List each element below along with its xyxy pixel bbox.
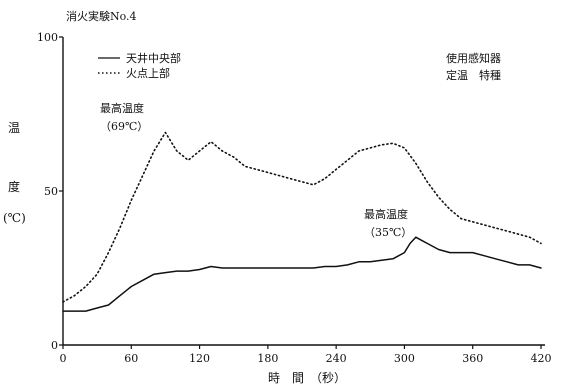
y-axis-label-2: 度 — [8, 179, 20, 194]
y-ticks: 0 50 100 — [37, 31, 63, 352]
y-axis-label-3: (℃) — [3, 211, 26, 225]
detector-note-line-1: 使用感知器 — [446, 51, 501, 65]
legend-label-above-fire: 火点上部 — [126, 66, 170, 80]
x-tick-label: 420 — [531, 352, 552, 365]
peak-annotation-2-line-2: （35℃） — [364, 226, 412, 239]
x-tick-label: 240 — [326, 352, 347, 365]
peak-annotation-1-line-2: （69℃） — [100, 120, 148, 133]
x-ticks: 0 60 120 180 240 300 360 420 — [60, 345, 552, 365]
legend-label-ceiling-center: 天井中央部 — [126, 51, 181, 65]
legend: 天井中央部 火点上部 — [98, 51, 181, 80]
series-layer — [62, 131, 542, 312]
x-tick-label: 120 — [189, 352, 210, 365]
y-axis-label-1: 温 — [8, 121, 20, 135]
peak-annotation-2-line-1: 最高温度 — [364, 207, 408, 221]
x-tick-label: 0 — [60, 352, 67, 365]
x-tick-label: 360 — [462, 352, 483, 365]
chart-title: 消火実験No.4 — [66, 9, 137, 23]
x-axis-label: 時 間 （秒） — [268, 371, 346, 385]
y-tick-label: 100 — [37, 31, 58, 44]
series-line-2 — [62, 131, 542, 303]
x-tick-label: 60 — [124, 352, 138, 365]
x-tick-label: 180 — [257, 352, 278, 365]
series-line-1 — [62, 236, 542, 312]
x-tick-label: 300 — [394, 352, 415, 365]
peak-annotation-1-line-1: 最高温度 — [100, 101, 144, 115]
y-tick-label: 50 — [44, 185, 58, 198]
y-tick-label: 0 — [51, 339, 58, 352]
detector-note-line-2: 定温 特種 — [446, 68, 501, 82]
